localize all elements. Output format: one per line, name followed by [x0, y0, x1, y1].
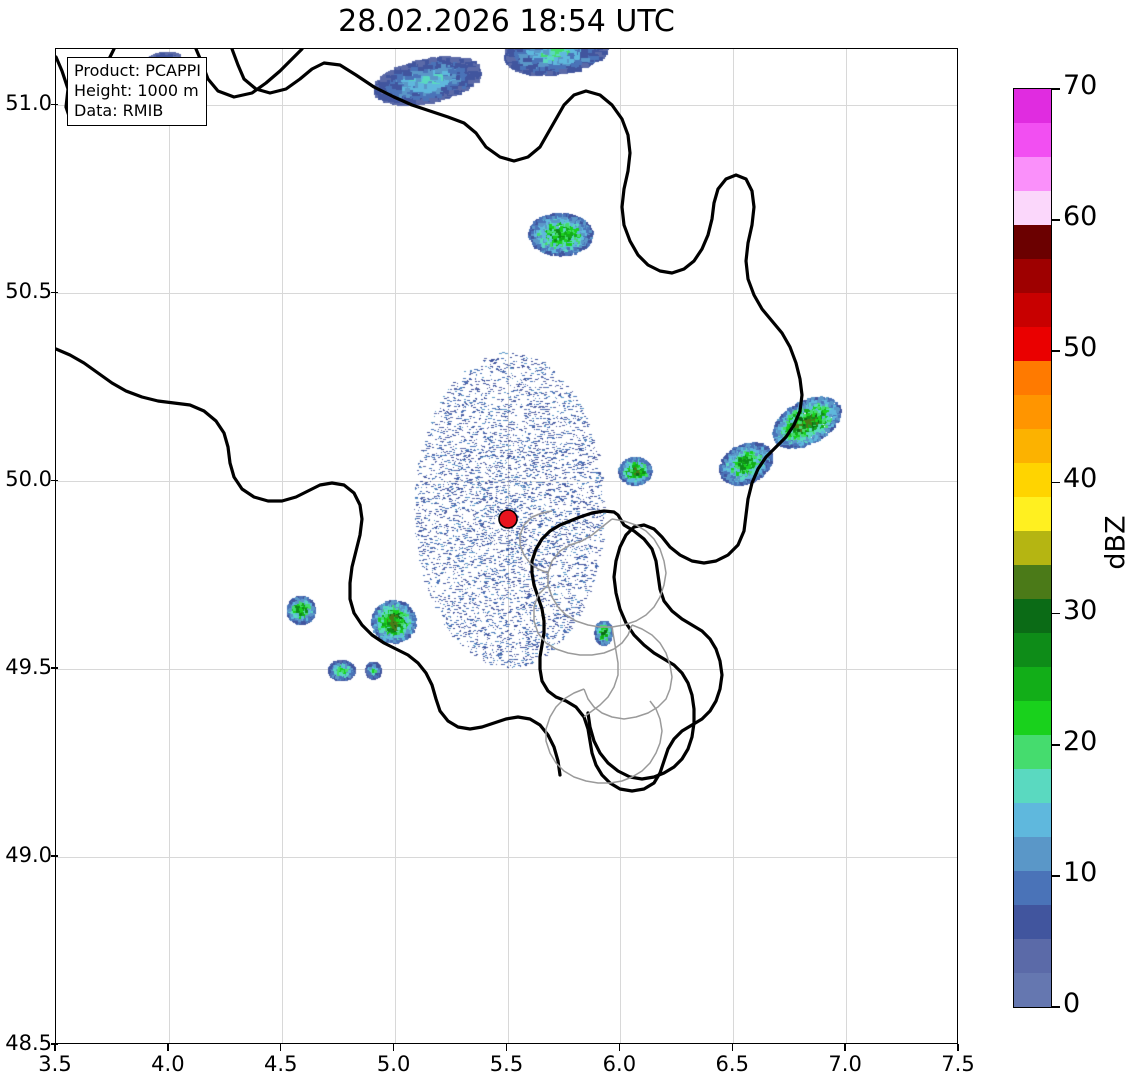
x-tick-label: 6.0 [602, 1052, 637, 1076]
colorbar-band [1014, 89, 1051, 123]
info-product: Product: PCAPPI [74, 61, 202, 80]
map-plot-area[interactable]: Product: PCAPPI Height: 1000 m Data: RMI… [55, 48, 958, 1044]
y-tick-mark [51, 855, 58, 857]
y-tick-label: 48.5 [5, 1031, 52, 1055]
colorbar-band [1014, 837, 1051, 871]
colorbar-band [1014, 157, 1051, 191]
colorbar-tick-label: 10 [1063, 856, 1098, 888]
colorbar-band [1014, 701, 1051, 735]
x-tick-mark [618, 1044, 621, 1051]
x-tick-mark [957, 1044, 959, 1051]
x-tick-label: 4.0 [151, 1052, 185, 1076]
x-tick-label: 7.0 [828, 1052, 862, 1076]
info-data: Data: RMIB [74, 101, 164, 120]
colorbar-band [1014, 769, 1051, 803]
colorbar-tick-label: 30 [1063, 594, 1098, 626]
colorbar-tick-label: 50 [1063, 332, 1098, 364]
colorbar-band [1014, 327, 1051, 361]
colorbar-band [1014, 871, 1051, 905]
map-vector-overlay [56, 49, 804, 793]
colorbar-band [1014, 905, 1051, 939]
x-tick-label: 5.0 [376, 1052, 411, 1076]
colorbar-band [1014, 973, 1051, 1007]
x-tick-mark [167, 1044, 169, 1051]
colorbar-band [1014, 259, 1051, 293]
colorbar-tick-mark [1052, 1006, 1060, 1008]
colorbar-band [1014, 531, 1051, 565]
colorbar-tick-mark [1052, 481, 1060, 484]
colorbar-tick-label: 70 [1063, 70, 1098, 101]
colorbar-tick-label: 40 [1063, 463, 1098, 495]
y-tick-mark [51, 667, 58, 669]
colorbar-band [1014, 429, 1051, 463]
colorbar-band [1014, 361, 1051, 395]
colorbar-band [1014, 735, 1051, 769]
product-info-box: Product: PCAPPI Height: 1000 m Data: RMI… [67, 57, 208, 126]
colorbar-tick-mark [1052, 612, 1060, 615]
colorbar-band [1014, 939, 1051, 973]
info-height: Height: 1000 m [74, 81, 199, 100]
page-title: 28.02.2026 18:54 UTC [338, 4, 675, 39]
colorbar-tick-mark [1052, 88, 1060, 90]
colorbar-tick-mark [1052, 219, 1060, 221]
colorbar-band [1014, 395, 1051, 429]
x-tick-mark [731, 1044, 733, 1051]
colorbar-band [1014, 293, 1051, 327]
y-tick-label: 49.0 [5, 843, 52, 868]
subnational-borders [519, 510, 673, 784]
x-tick-mark [280, 1044, 282, 1051]
colorbar-band [1014, 463, 1051, 497]
x-tick-label: 6.5 [715, 1052, 749, 1076]
y-tick-mark [51, 291, 58, 293]
x-tick-label: 4.5 [264, 1052, 298, 1076]
colorbar-axis-label: dBZ [1100, 514, 1132, 570]
colorbar-band [1014, 123, 1051, 157]
colorbar-ticks: 70 60 50 40 30 20 10 0 [1052, 70, 1144, 1019]
y-tick-mark [51, 103, 58, 106]
radar-site-marker[interactable] [498, 509, 518, 529]
colorbar-band [1014, 565, 1051, 599]
colorbar-band [1014, 667, 1051, 701]
national-borders [56, 49, 804, 793]
x-tick-mark [505, 1044, 508, 1051]
colorbar-band [1014, 225, 1051, 259]
x-tick-mark [54, 1044, 56, 1051]
x-tick-mark [392, 1044, 395, 1051]
y-tick-label: 50.5 [5, 279, 52, 304]
y-tick-label: 51.0 [5, 91, 52, 116]
y-tick-mark [51, 479, 58, 481]
y-tick-mark [51, 1043, 58, 1045]
colorbar-tick-label: 20 [1063, 725, 1098, 757]
colorbar-band [1014, 191, 1051, 225]
y-tick-label: 50.0 [5, 467, 52, 492]
x-tick-label: 7.5 [941, 1052, 975, 1076]
y-tick-label: 49.5 [5, 655, 52, 680]
colorbar-tick-label: 0 [1063, 988, 1081, 1019]
colorbar-band [1014, 803, 1051, 837]
colorbar-tick-label: 60 [1063, 201, 1098, 233]
colorbar[interactable] [1013, 88, 1052, 1008]
colorbar-band [1014, 497, 1051, 531]
colorbar-tick-mark [1052, 875, 1060, 877]
x-tick-label: 3.5 [38, 1052, 72, 1076]
radar-reflectivity-layer [56, 49, 957, 1043]
colorbar-band [1014, 633, 1051, 667]
colorbar-tick-mark [1052, 743, 1060, 746]
x-tick-label: 5.5 [489, 1052, 524, 1076]
colorbar-tick-mark [1052, 350, 1060, 353]
colorbar-band [1014, 599, 1051, 633]
x-tick-mark [844, 1044, 846, 1051]
